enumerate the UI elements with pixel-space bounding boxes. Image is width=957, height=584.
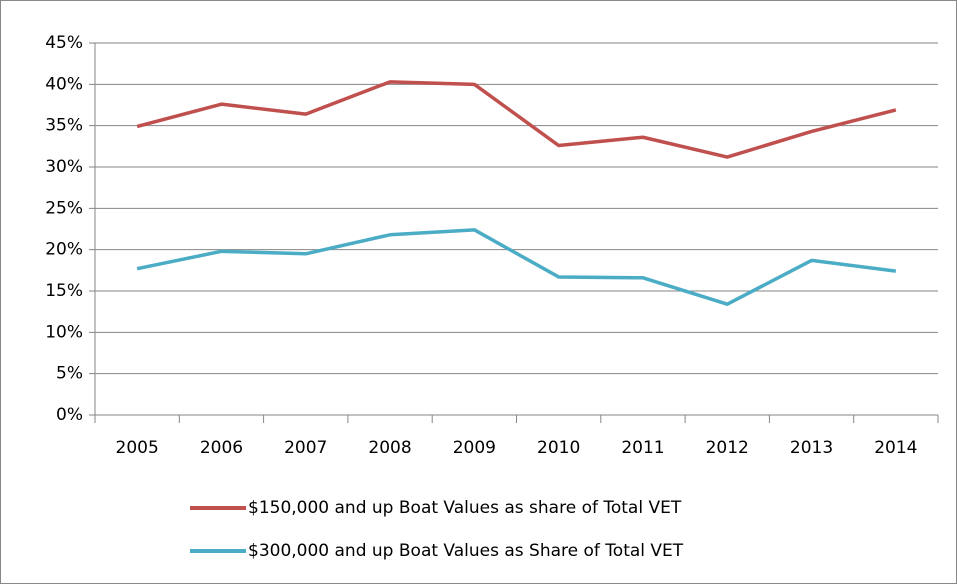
y-tick-label: 5% [56,364,83,384]
y-tick-label: 10% [45,322,83,342]
x-tick-label: 2013 [790,438,833,458]
x-tick-label: 2007 [284,438,327,458]
legend-label: $300,000 and up Boat Values as Share of … [248,541,684,561]
x-tick-label: 2008 [368,438,411,458]
x-tick-label: 2012 [706,438,749,458]
y-tick-label: 35% [45,116,83,136]
y-tick-label: 25% [45,198,83,218]
series-line [136,80,897,159]
y-tick-label: 15% [45,281,83,301]
x-tick-label: 2005 [116,438,159,458]
y-tick-label: 40% [45,74,83,94]
series-line [136,228,897,306]
x-tick-label: 2006 [200,438,243,458]
y-tick-label: 30% [45,157,83,177]
x-tick-label: 2009 [453,438,496,458]
y-tick-label: 45% [45,33,83,53]
x-tick-label: 2011 [621,438,664,458]
y-tick-label: 0% [56,405,83,425]
legend-label: $150,000 and up Boat Values as share of … [248,498,682,518]
x-tick-label: 2014 [874,438,917,458]
y-tick-label: 20% [45,240,83,260]
x-tick-label: 2010 [537,438,580,458]
